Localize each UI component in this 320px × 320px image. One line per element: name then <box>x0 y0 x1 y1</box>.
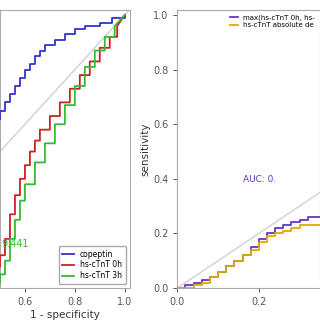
Y-axis label: sensitivity: sensitivity <box>140 122 150 176</box>
X-axis label: 1 - specificity: 1 - specificity <box>30 310 100 320</box>
Text: AUC: 0.: AUC: 0. <box>243 174 276 184</box>
Legend: copeptin, hs-cTnT 0h, hs-cTnT 3h: copeptin, hs-cTnT 0h, hs-cTnT 3h <box>59 246 126 284</box>
Legend: max(hs-cTnT 0h, hs-, hs-cTnT absolute de: max(hs-cTnT 0h, hs-, hs-cTnT absolute de <box>228 13 316 30</box>
Text: 9.441: 9.441 <box>1 239 29 249</box>
